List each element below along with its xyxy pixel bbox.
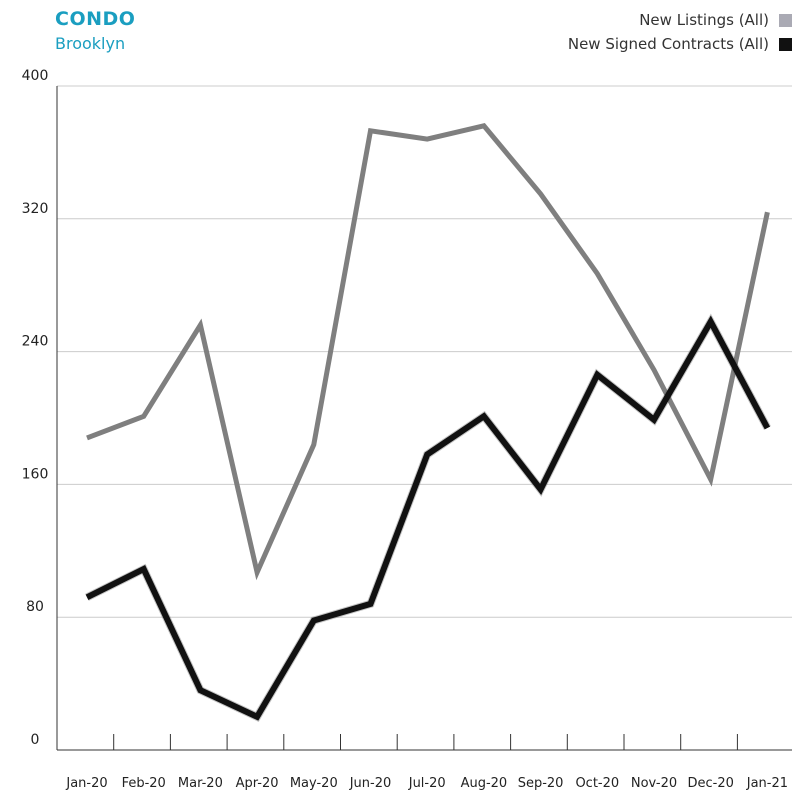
legend-swatch-new-listings: [779, 13, 792, 27]
x-tick-label-feb-20: Feb-20: [122, 776, 166, 791]
y-tick-label-240: 240: [22, 334, 49, 350]
legend-label-new-listings: New Listings (All): [639, 11, 769, 29]
series-line-new-listings-all: [86, 123, 770, 581]
x-tick-label-sep-20: Sep-20: [518, 776, 564, 791]
y-tick-label-400: 400: [22, 68, 49, 84]
x-tick-label-jun-20: Jun-20: [349, 776, 392, 791]
x-tick-label-apr-20: Apr-20: [236, 776, 279, 791]
x-tick-label-mar-20: Mar-20: [178, 776, 223, 791]
x-tick-label-may-20: May-20: [290, 776, 338, 791]
chart-title: CONDO: [55, 8, 136, 30]
legend-label-new-signed-contracts: New Signed Contracts (All): [567, 35, 769, 53]
x-tick-label-oct-20: Oct-20: [575, 776, 619, 791]
x-tick-label-jan-21: Jan-21: [746, 776, 788, 791]
x-tick-label-nov-20: Nov-20: [631, 776, 677, 791]
legend-item-new-signed-contracts: New Signed Contracts (All): [568, 32, 792, 56]
x-tick-label-jul-20: Jul-20: [408, 776, 446, 791]
x-tick-label-jan-20: Jan-20: [65, 776, 107, 791]
series-line-shadow-new-signed-contracts-all: [85, 313, 771, 722]
y-tick-label-0: 0: [31, 732, 40, 748]
legend: New Listings (All) New Signed Contracts …: [568, 8, 792, 56]
y-tick-label-80: 80: [26, 599, 44, 615]
legend-item-new-listings: New Listings (All): [568, 8, 792, 32]
x-tick-label-aug-20: Aug-20: [461, 776, 508, 791]
chart-subtitle: Brooklyn: [55, 34, 126, 53]
x-tick-label-dec-20: Dec-20: [688, 776, 734, 791]
y-tick-label-160: 160: [22, 466, 49, 482]
y-tick-label-320: 320: [22, 201, 49, 217]
legend-swatch-new-signed-contracts: [779, 37, 792, 51]
